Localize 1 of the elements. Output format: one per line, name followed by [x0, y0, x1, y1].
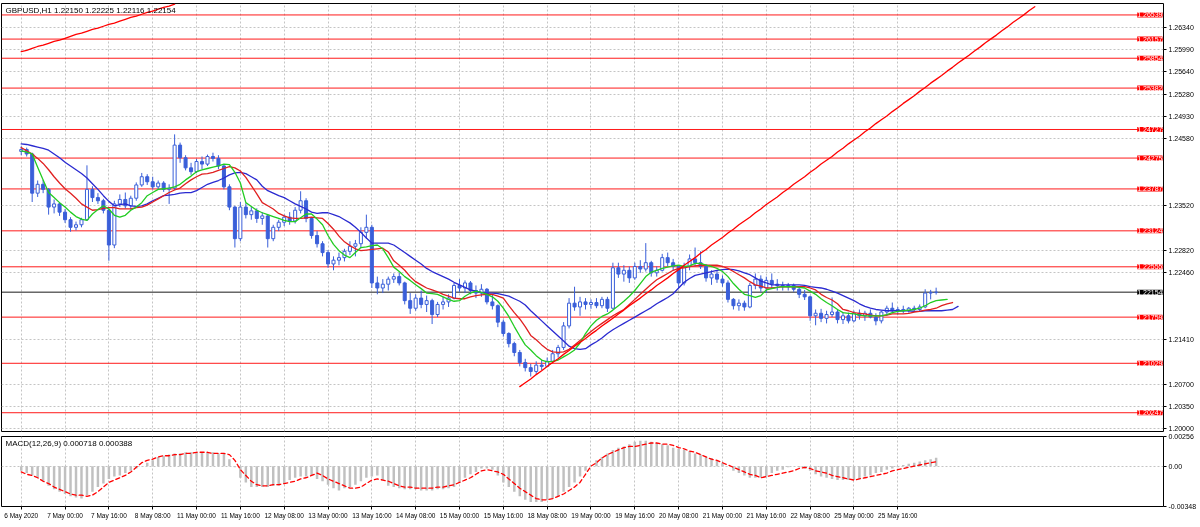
- chart-title: MACD(12,26,9) 0.000718 0.000388: [5, 438, 133, 448]
